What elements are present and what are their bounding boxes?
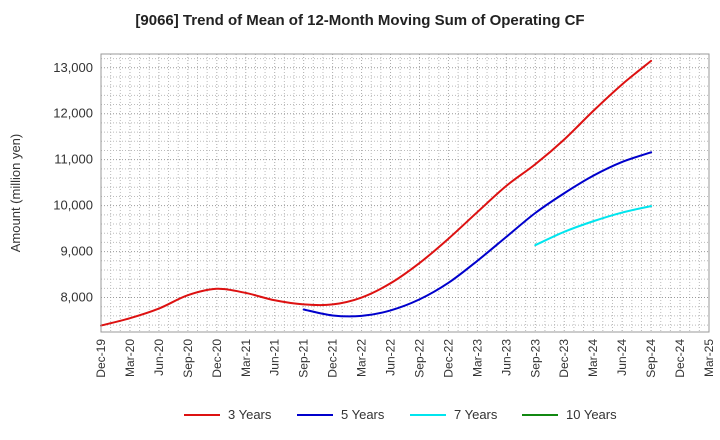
x-tick-label: Sep-22 xyxy=(412,339,426,378)
x-tick-label: Dec-22 xyxy=(441,339,455,378)
x-tick-label: Mar-25 xyxy=(702,339,716,377)
x-tick-label: Jun-21 xyxy=(268,339,282,376)
x-tick-label: Jun-23 xyxy=(499,339,513,376)
x-tick-label: Mar-24 xyxy=(586,339,600,377)
legend-label: 7 Years xyxy=(454,407,498,422)
legend-swatch xyxy=(410,414,446,416)
x-tick-label: Jun-22 xyxy=(384,339,398,376)
legend-swatch xyxy=(297,414,333,416)
legend-label: 3 Years xyxy=(228,407,272,422)
x-tick-label: Sep-21 xyxy=(297,339,311,378)
x-tick-label: Dec-23 xyxy=(557,339,571,378)
y-tick-label: 13,000 xyxy=(53,60,93,75)
x-tick-label: Sep-23 xyxy=(528,339,542,378)
series-line-3-years xyxy=(100,59,653,327)
series-line-7-years xyxy=(534,205,653,247)
legend-label: 5 Years xyxy=(341,407,385,422)
legend-swatch xyxy=(522,414,558,416)
x-tick-label: Mar-20 xyxy=(123,339,137,377)
x-tick-label: Jun-20 xyxy=(152,339,166,376)
series-line-5-years xyxy=(302,151,653,318)
plot-frame xyxy=(100,53,710,333)
series-layer xyxy=(100,59,653,327)
y-tick-label: 12,000 xyxy=(53,106,93,121)
x-tick-label: Dec-20 xyxy=(210,339,224,378)
y-tick-label: 11,000 xyxy=(54,152,93,167)
grid-layer xyxy=(100,54,710,332)
x-tick-label: Dec-19 xyxy=(94,339,108,378)
y-tick-label: 8,000 xyxy=(60,290,93,305)
x-tick-label: Mar-22 xyxy=(355,339,369,377)
legend-label: 10 Years xyxy=(566,407,617,422)
x-tick-label: Dec-21 xyxy=(326,339,340,378)
y-axis-label: Amount (million yen) xyxy=(8,134,23,253)
x-tick-label: Jun-24 xyxy=(615,339,629,376)
y-tick-label: 9,000 xyxy=(60,244,93,259)
x-tick-label: Sep-24 xyxy=(644,339,658,378)
y-tick-layer: 8,000 9,000 10,000 11,000 12,000 13,000 xyxy=(53,60,93,305)
x-tick-label: Mar-21 xyxy=(239,339,253,377)
legend-swatch xyxy=(184,414,220,416)
chart-title: [9066] Trend of Mean of 12-Month Moving … xyxy=(135,12,585,29)
legend: 3 Years 5 Years 7 Years 10 Years xyxy=(0,406,720,424)
x-tick-layer: Dec-19 Mar-20 Jun-20 Sep-20 Dec-20 Mar-21 Jun-… xyxy=(94,339,716,378)
x-tick-label: Sep-20 xyxy=(181,339,195,378)
x-tick-label: Mar-23 xyxy=(470,339,484,377)
x-tick-label: Dec-24 xyxy=(673,339,687,378)
y-tick-label: 10,000 xyxy=(53,198,93,213)
